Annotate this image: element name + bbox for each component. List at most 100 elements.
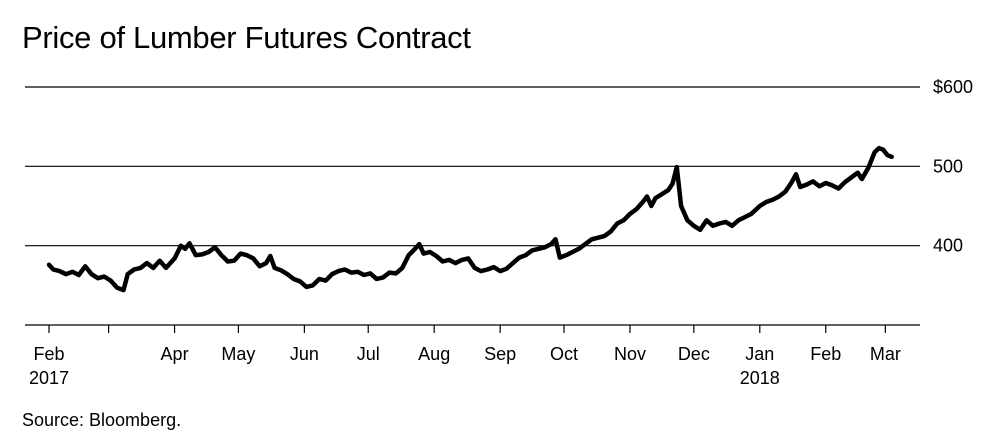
data-point — [493, 266, 495, 268]
data-point — [480, 270, 482, 272]
data-point — [78, 274, 80, 276]
data-point — [201, 253, 203, 255]
data-point — [418, 243, 420, 245]
data-point — [718, 222, 721, 225]
data-point — [518, 257, 520, 259]
data-point — [737, 219, 740, 221]
data-point — [531, 249, 533, 251]
chart-title: Price of Lumber Futures Contract — [22, 20, 471, 55]
data-point — [623, 219, 625, 221]
data-point — [71, 271, 73, 273]
data-point — [116, 287, 118, 289]
data-point — [382, 276, 384, 278]
data-point — [195, 254, 197, 256]
data-point — [603, 235, 606, 237]
x-tick-label-0: Feb — [33, 344, 64, 364]
source-note: Source: Bloomberg. — [22, 410, 182, 430]
data-point — [686, 219, 689, 221]
data-point — [239, 253, 242, 255]
data-point — [337, 270, 339, 272]
data-point — [280, 269, 282, 271]
data-point — [139, 267, 142, 269]
data-point — [65, 273, 67, 275]
x-tick-label-5: Jul — [357, 344, 380, 364]
data-point — [744, 216, 746, 218]
data-point — [584, 243, 586, 245]
data-point — [152, 267, 154, 269]
data-point — [84, 265, 86, 267]
data-point — [146, 262, 148, 264]
series-line-0 — [46, 145, 894, 293]
data-point — [550, 243, 552, 245]
data-point — [174, 257, 176, 259]
data-point — [799, 186, 801, 188]
data-point — [784, 191, 786, 193]
y-axis-labels: $600 500 400 — [933, 77, 973, 256]
data-point — [806, 184, 808, 186]
data-point — [867, 167, 869, 169]
x-tick-label-7: Sep — [484, 344, 516, 364]
data-point — [571, 251, 574, 253]
data-point — [525, 254, 527, 256]
data-point — [103, 276, 105, 278]
data-point — [712, 225, 714, 227]
data-point — [429, 251, 431, 253]
data-point — [48, 264, 50, 266]
data-point — [795, 173, 797, 175]
data-point — [699, 229, 701, 231]
y-tick-label-600: $600 — [933, 77, 973, 97]
data-point — [878, 147, 880, 149]
x-tick-year-11: 2018 — [740, 368, 780, 388]
data-point — [467, 257, 469, 259]
data-point — [269, 255, 271, 257]
data-point — [184, 248, 186, 250]
data-point — [318, 278, 320, 280]
data-point — [233, 260, 235, 262]
data-point — [127, 273, 129, 275]
data-point — [597, 237, 599, 239]
data-point — [850, 176, 852, 178]
data-point — [423, 253, 425, 255]
data-point — [765, 201, 767, 203]
data-point — [180, 245, 182, 247]
x-tick-label-8: Oct — [550, 344, 578, 364]
series-layer — [46, 145, 894, 293]
x-tick-year-0: 2017 — [29, 368, 69, 388]
data-point — [591, 238, 593, 240]
data-point — [344, 268, 346, 271]
data-point — [286, 273, 288, 275]
data-point — [474, 267, 476, 269]
data-point — [448, 259, 450, 261]
data-point — [778, 195, 780, 198]
data-point — [363, 274, 365, 276]
gridlines — [25, 86, 920, 247]
data-point — [667, 189, 669, 191]
x-tick-label-12: Feb — [810, 344, 841, 364]
data-point — [293, 278, 295, 280]
data-point — [616, 222, 618, 225]
data-point — [305, 286, 308, 288]
data-point — [610, 230, 612, 232]
data-point — [110, 280, 112, 282]
data-point — [650, 205, 652, 207]
data-point — [844, 181, 846, 183]
data-point — [506, 268, 508, 270]
x-tick-label-6: Aug — [418, 344, 450, 364]
data-point — [246, 254, 248, 256]
data-point — [188, 242, 191, 244]
data-point — [772, 199, 774, 201]
data-point — [208, 251, 210, 253]
data-point — [442, 260, 444, 263]
data-point — [395, 272, 397, 274]
data-point — [59, 270, 61, 272]
data-point — [165, 267, 167, 269]
data-point — [357, 271, 359, 273]
data-point — [52, 268, 54, 271]
data-point — [837, 187, 840, 190]
data-point — [646, 195, 648, 198]
data-point — [676, 166, 678, 168]
x-axis: Feb 2017 Apr May Jun Jul Aug Sep Oct Nov Dec Jan 201… — [25, 324, 920, 388]
data-point — [635, 208, 638, 210]
data-point — [122, 289, 125, 291]
data-point — [537, 248, 540, 250]
